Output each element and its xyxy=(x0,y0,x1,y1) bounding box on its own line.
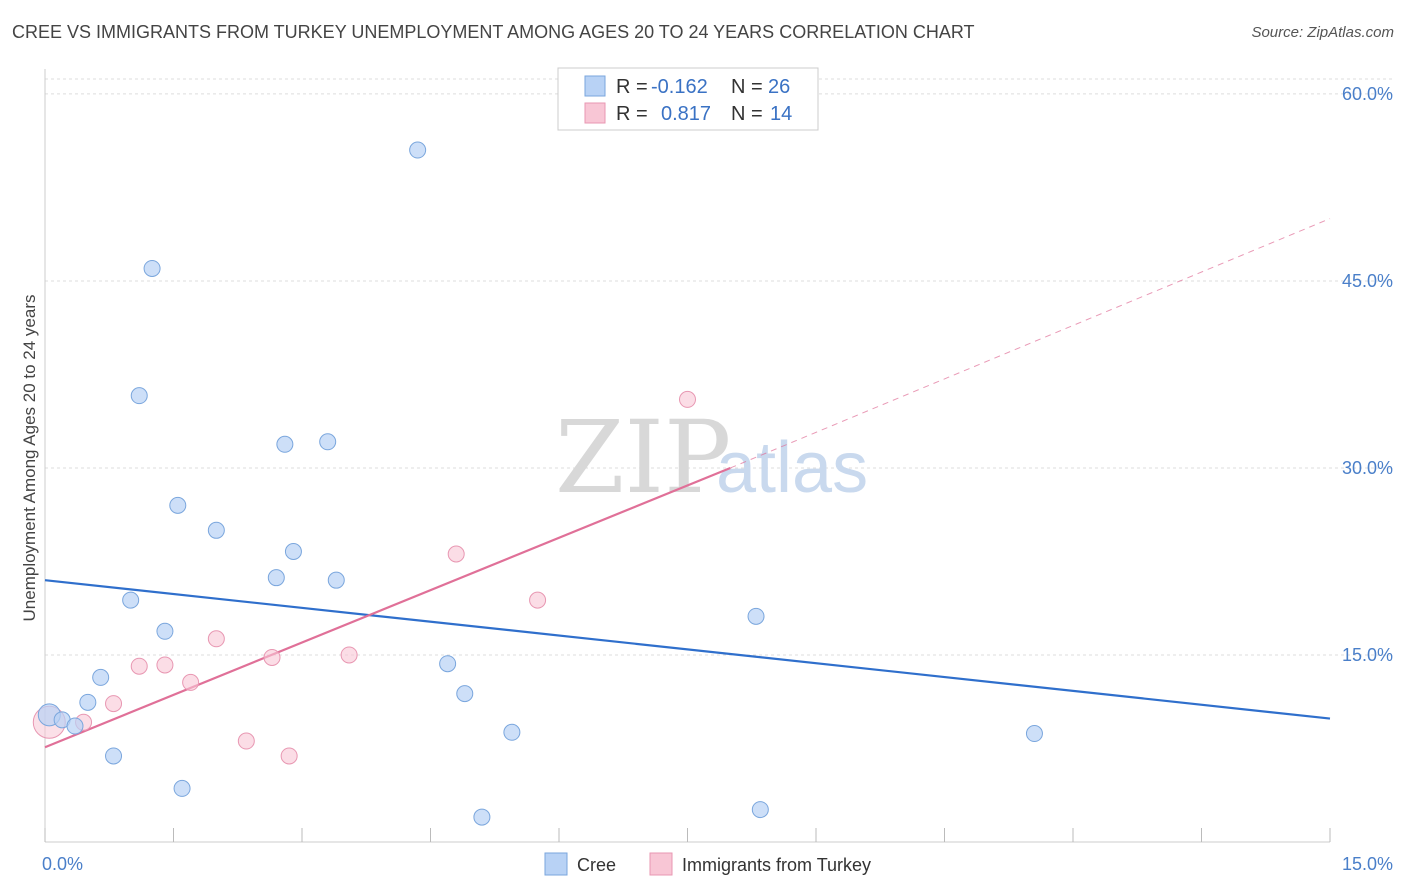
watermark-atlas: atlas xyxy=(716,428,868,508)
point-turkey xyxy=(130,657,148,675)
point-cree xyxy=(143,259,161,277)
legend-n-label: N = xyxy=(731,103,763,125)
point-cree xyxy=(92,668,110,686)
source-credit: Source: ZipAtlas.com xyxy=(1251,24,1394,41)
point-cree xyxy=(156,622,174,640)
point-cree xyxy=(130,387,148,405)
point-turkey xyxy=(156,656,174,674)
legend-r-value-turkey: 0.817 xyxy=(661,103,711,125)
point-cree xyxy=(79,693,97,711)
point-cree xyxy=(276,435,294,453)
y-tick-label: 60.0% xyxy=(1342,84,1393,104)
legend-swatch-cree xyxy=(584,75,606,97)
legend-n-label: N = xyxy=(731,76,763,98)
trend-line-cree xyxy=(44,579,1331,720)
y-tick-labels: 15.0% 30.0% 45.0% 60.0% xyxy=(1342,84,1393,665)
point-cree xyxy=(439,655,457,673)
point-turkey xyxy=(679,390,696,408)
legend-r-value-cree: -0.162 xyxy=(651,76,708,98)
point-cree xyxy=(327,571,345,589)
point-turkey xyxy=(182,673,200,691)
point-turkey xyxy=(447,545,465,563)
y-tick-label: 30.0% xyxy=(1342,458,1393,478)
grid-lines xyxy=(45,78,1395,656)
bottom-legend-swatch-turkey xyxy=(649,852,673,876)
legend-r-label: R = xyxy=(616,103,648,125)
series-legend: Cree Immigrants from Turkey xyxy=(544,852,871,876)
point-cree xyxy=(169,496,187,514)
point-cree xyxy=(473,808,491,826)
legend-n-value-turkey: 14 xyxy=(770,103,792,125)
point-cree xyxy=(66,717,84,735)
trend-lines xyxy=(44,218,1331,749)
point-cree xyxy=(751,801,769,819)
legend-n-value-cree: 26 xyxy=(768,76,790,98)
trend-line-turkey-extension xyxy=(730,218,1331,469)
point-turkey xyxy=(105,695,123,713)
x-tick-label: 15.0% xyxy=(1342,854,1393,874)
x-tick-label: 0.0% xyxy=(42,854,83,874)
x-tick-labels: 0.0% 15.0% xyxy=(42,854,1393,874)
trend-line-turkey xyxy=(44,466,731,749)
legend-swatch-turkey xyxy=(584,102,606,124)
point-cree xyxy=(456,685,474,703)
bottom-legend-turkey: Immigrants from Turkey xyxy=(682,855,871,875)
y-axis-label: Unemployment Among Ages 20 to 24 years xyxy=(20,295,39,622)
y-tick-label: 45.0% xyxy=(1342,271,1393,291)
point-cree xyxy=(173,779,191,797)
point-turkey xyxy=(340,646,358,664)
point-turkey xyxy=(263,648,281,666)
y-tick-label: 15.0% xyxy=(1342,645,1393,665)
bottom-legend-cree: Cree xyxy=(577,855,616,875)
bottom-legend-swatch-cree xyxy=(544,852,568,876)
point-turkey xyxy=(280,747,298,765)
point-cree xyxy=(267,569,285,587)
point-turkey xyxy=(207,630,225,648)
point-turkey xyxy=(237,732,255,750)
point-cree xyxy=(503,723,521,741)
chart-title: CREE VS IMMIGRANTS FROM TURKEY UNEMPLOYM… xyxy=(12,22,975,42)
watermark-zip: ZIP xyxy=(555,399,731,516)
point-cree xyxy=(1025,725,1043,743)
point-turkey xyxy=(529,591,547,609)
point-cree xyxy=(122,591,140,609)
point-cree xyxy=(319,433,337,451)
point-cree xyxy=(105,747,123,765)
point-cree xyxy=(207,521,225,539)
legend-r-label: R = xyxy=(616,76,648,98)
correlation-legend: R = -0.162 N = 26 R = 0.817 N = 14 xyxy=(557,67,819,131)
data-points xyxy=(32,141,1043,826)
watermark: ZIP atlas xyxy=(555,399,868,516)
point-cree xyxy=(747,607,765,625)
point-cree xyxy=(409,141,427,159)
point-cree xyxy=(284,543,302,561)
